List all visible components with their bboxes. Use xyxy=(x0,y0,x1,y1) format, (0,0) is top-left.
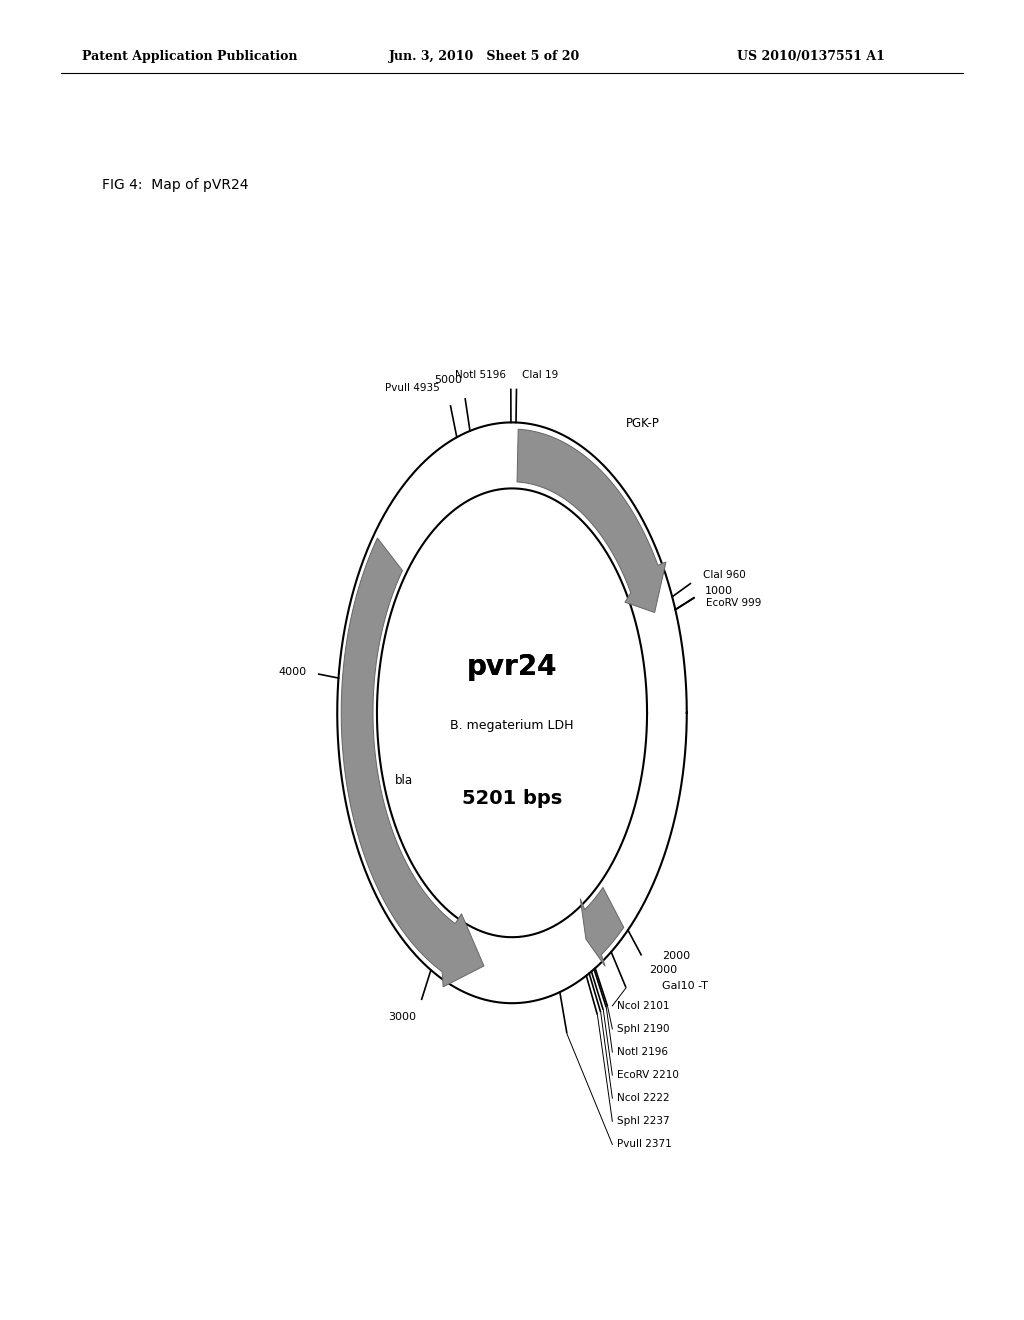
Text: NcoI 2222: NcoI 2222 xyxy=(617,1093,670,1104)
Text: B. megaterium LDH: B. megaterium LDH xyxy=(451,719,573,733)
Polygon shape xyxy=(517,429,666,612)
Text: Patent Application Publication: Patent Application Publication xyxy=(82,50,297,63)
Text: SphI 2237: SphI 2237 xyxy=(617,1117,670,1126)
Text: PvuII 2371: PvuII 2371 xyxy=(617,1139,672,1150)
Text: EcoRV 2210: EcoRV 2210 xyxy=(617,1071,679,1080)
Text: pvr24: pvr24 xyxy=(467,652,557,681)
Text: 2000: 2000 xyxy=(662,952,690,961)
Text: EcoRV 999: EcoRV 999 xyxy=(707,598,762,609)
Text: pvr24: pvr24 xyxy=(467,652,557,681)
Polygon shape xyxy=(341,539,484,987)
Text: ClaI 19: ClaI 19 xyxy=(521,370,558,380)
Text: 3000: 3000 xyxy=(388,1012,416,1022)
Text: PvuII 4935: PvuII 4935 xyxy=(385,383,439,393)
Text: Gal10 -T: Gal10 -T xyxy=(662,981,708,991)
Text: 1000: 1000 xyxy=(706,586,733,597)
Text: US 2010/0137551 A1: US 2010/0137551 A1 xyxy=(737,50,885,63)
Text: 5000: 5000 xyxy=(434,375,463,384)
Text: 2000: 2000 xyxy=(649,965,677,974)
Text: SphI 2190: SphI 2190 xyxy=(617,1024,670,1034)
Text: bla: bla xyxy=(395,775,414,787)
Text: ClaI 960: ClaI 960 xyxy=(702,570,745,581)
Polygon shape xyxy=(581,887,624,966)
Text: PGK-P: PGK-P xyxy=(626,417,659,430)
Text: NcoI 2101: NcoI 2101 xyxy=(617,1001,670,1011)
Text: NotI 5196: NotI 5196 xyxy=(455,370,506,380)
Text: 4000: 4000 xyxy=(279,667,307,677)
Text: 5201 bps: 5201 bps xyxy=(462,789,562,808)
Text: FIG 4:  Map of pVR24: FIG 4: Map of pVR24 xyxy=(102,178,249,193)
Text: Jun. 3, 2010   Sheet 5 of 20: Jun. 3, 2010 Sheet 5 of 20 xyxy=(389,50,581,63)
Text: NotI 2196: NotI 2196 xyxy=(617,1047,669,1057)
